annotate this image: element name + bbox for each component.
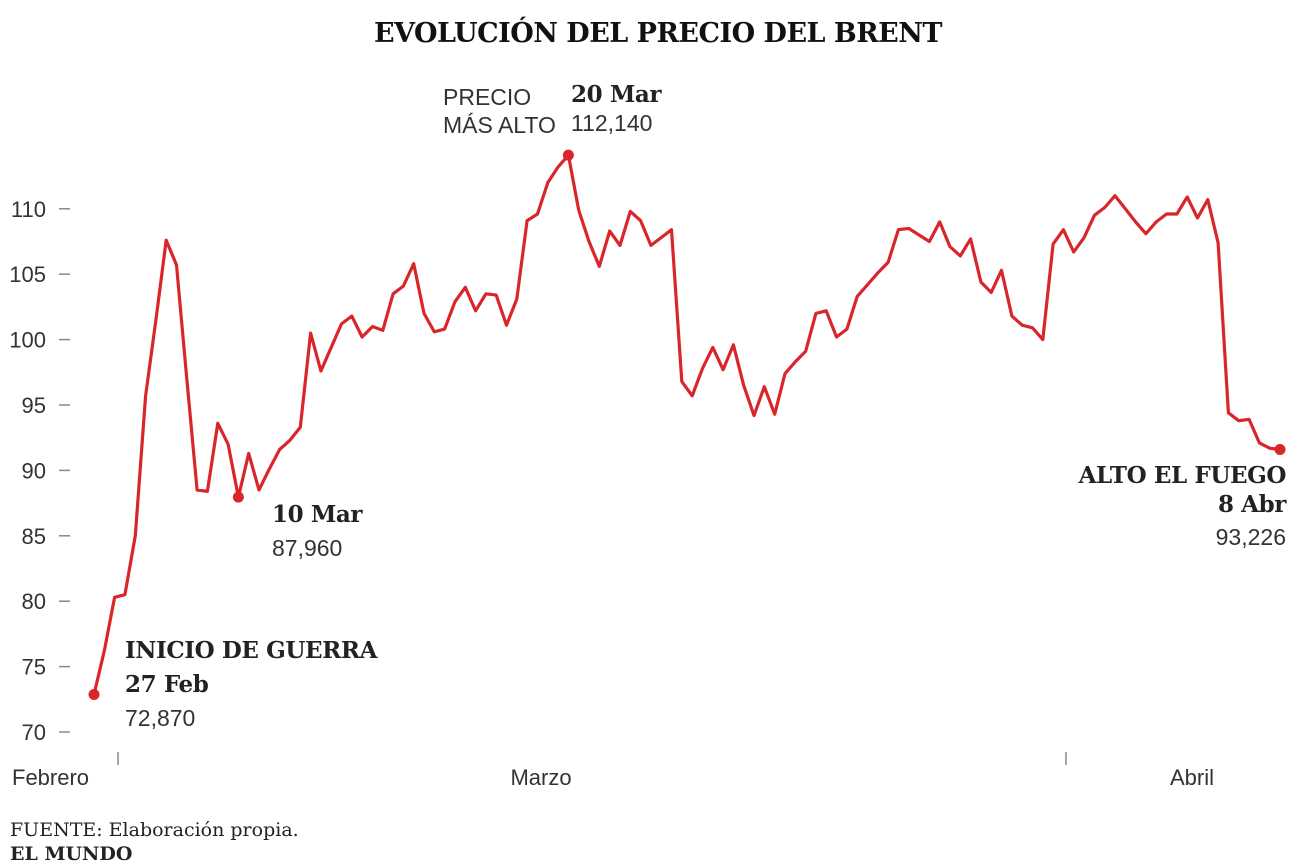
annotation-alto-fuego: ALTO EL FUEGO 8 Abr 93,226 — [1078, 462, 1288, 550]
annotation-inicio-title: INICIO DE GUERRA — [125, 637, 379, 664]
annotation-precio-mas-alto: PRECIO MÁS ALTO 20 Mar 112,140 — [443, 81, 663, 138]
annotation-10mar-date: 10 Mar — [272, 501, 363, 528]
x-label-marzo: Marzo — [510, 765, 571, 790]
series-brent — [92, 153, 1282, 697]
annotation-inicio-guerra: INICIO DE GUERRA 27 Feb 72,870 — [125, 637, 379, 731]
brand-name: EL MUNDO — [10, 843, 133, 865]
y-tick-label-70: 70 — [22, 720, 46, 745]
annotation-max-value: 112,140 — [571, 110, 652, 136]
y-tick-label-90: 90 — [22, 458, 46, 483]
y-tick-label-100: 100 — [9, 328, 46, 353]
source-text: Elaboración propia. — [102, 819, 299, 841]
series-line — [92, 153, 1282, 697]
highlight-points — [88, 149, 1286, 700]
annotation-max-label-2: MÁS ALTO — [443, 112, 556, 138]
point-inicio-guerra — [88, 688, 100, 700]
annotation-10mar-value: 87,960 — [272, 535, 342, 561]
y-tick-label-85: 85 — [22, 524, 46, 549]
point-precio-max — [562, 149, 574, 161]
annotation-inicio-value: 72,870 — [125, 705, 195, 731]
y-tick-label-110: 110 — [11, 197, 46, 222]
y-tick-label-75: 75 — [22, 655, 46, 680]
annotation-max-date: 20 Mar — [571, 81, 662, 108]
annotation-max-label-1: PRECIO — [443, 84, 531, 110]
chart-title: EVOLUCIÓN DEL PRECIO DEL BRENT — [374, 15, 942, 49]
source-label: FUENTE: — [10, 819, 103, 841]
source-footer: FUENTE: Elaboración propia. EL MUNDO — [10, 818, 299, 866]
x-label-febrero: Febrero — [12, 765, 89, 790]
annotation-10-mar: 10 Mar 87,960 — [272, 501, 364, 561]
annotation-inicio-date: 27 Feb — [125, 671, 209, 698]
x-label-abril: Abril — [1170, 765, 1214, 790]
source-line: FUENTE: Elaboración propia. — [10, 818, 299, 842]
y-axis: 70 75 80 85 90 95 100 105 110 — [9, 197, 70, 745]
point-alto-fuego — [1274, 443, 1286, 455]
y-tick-label-95: 95 — [22, 393, 46, 418]
point-10-mar — [232, 491, 244, 503]
annotation-fuego-title: ALTO EL FUEGO — [1078, 462, 1287, 489]
y-tick-label-105: 105 — [9, 262, 46, 287]
annotation-fuego-value: 93,226 — [1216, 524, 1286, 550]
annotation-fuego-date: 8 Abr — [1218, 491, 1287, 518]
y-tick-label-80: 80 — [22, 589, 46, 614]
x-axis: Febrero Marzo Abril — [12, 752, 1214, 790]
